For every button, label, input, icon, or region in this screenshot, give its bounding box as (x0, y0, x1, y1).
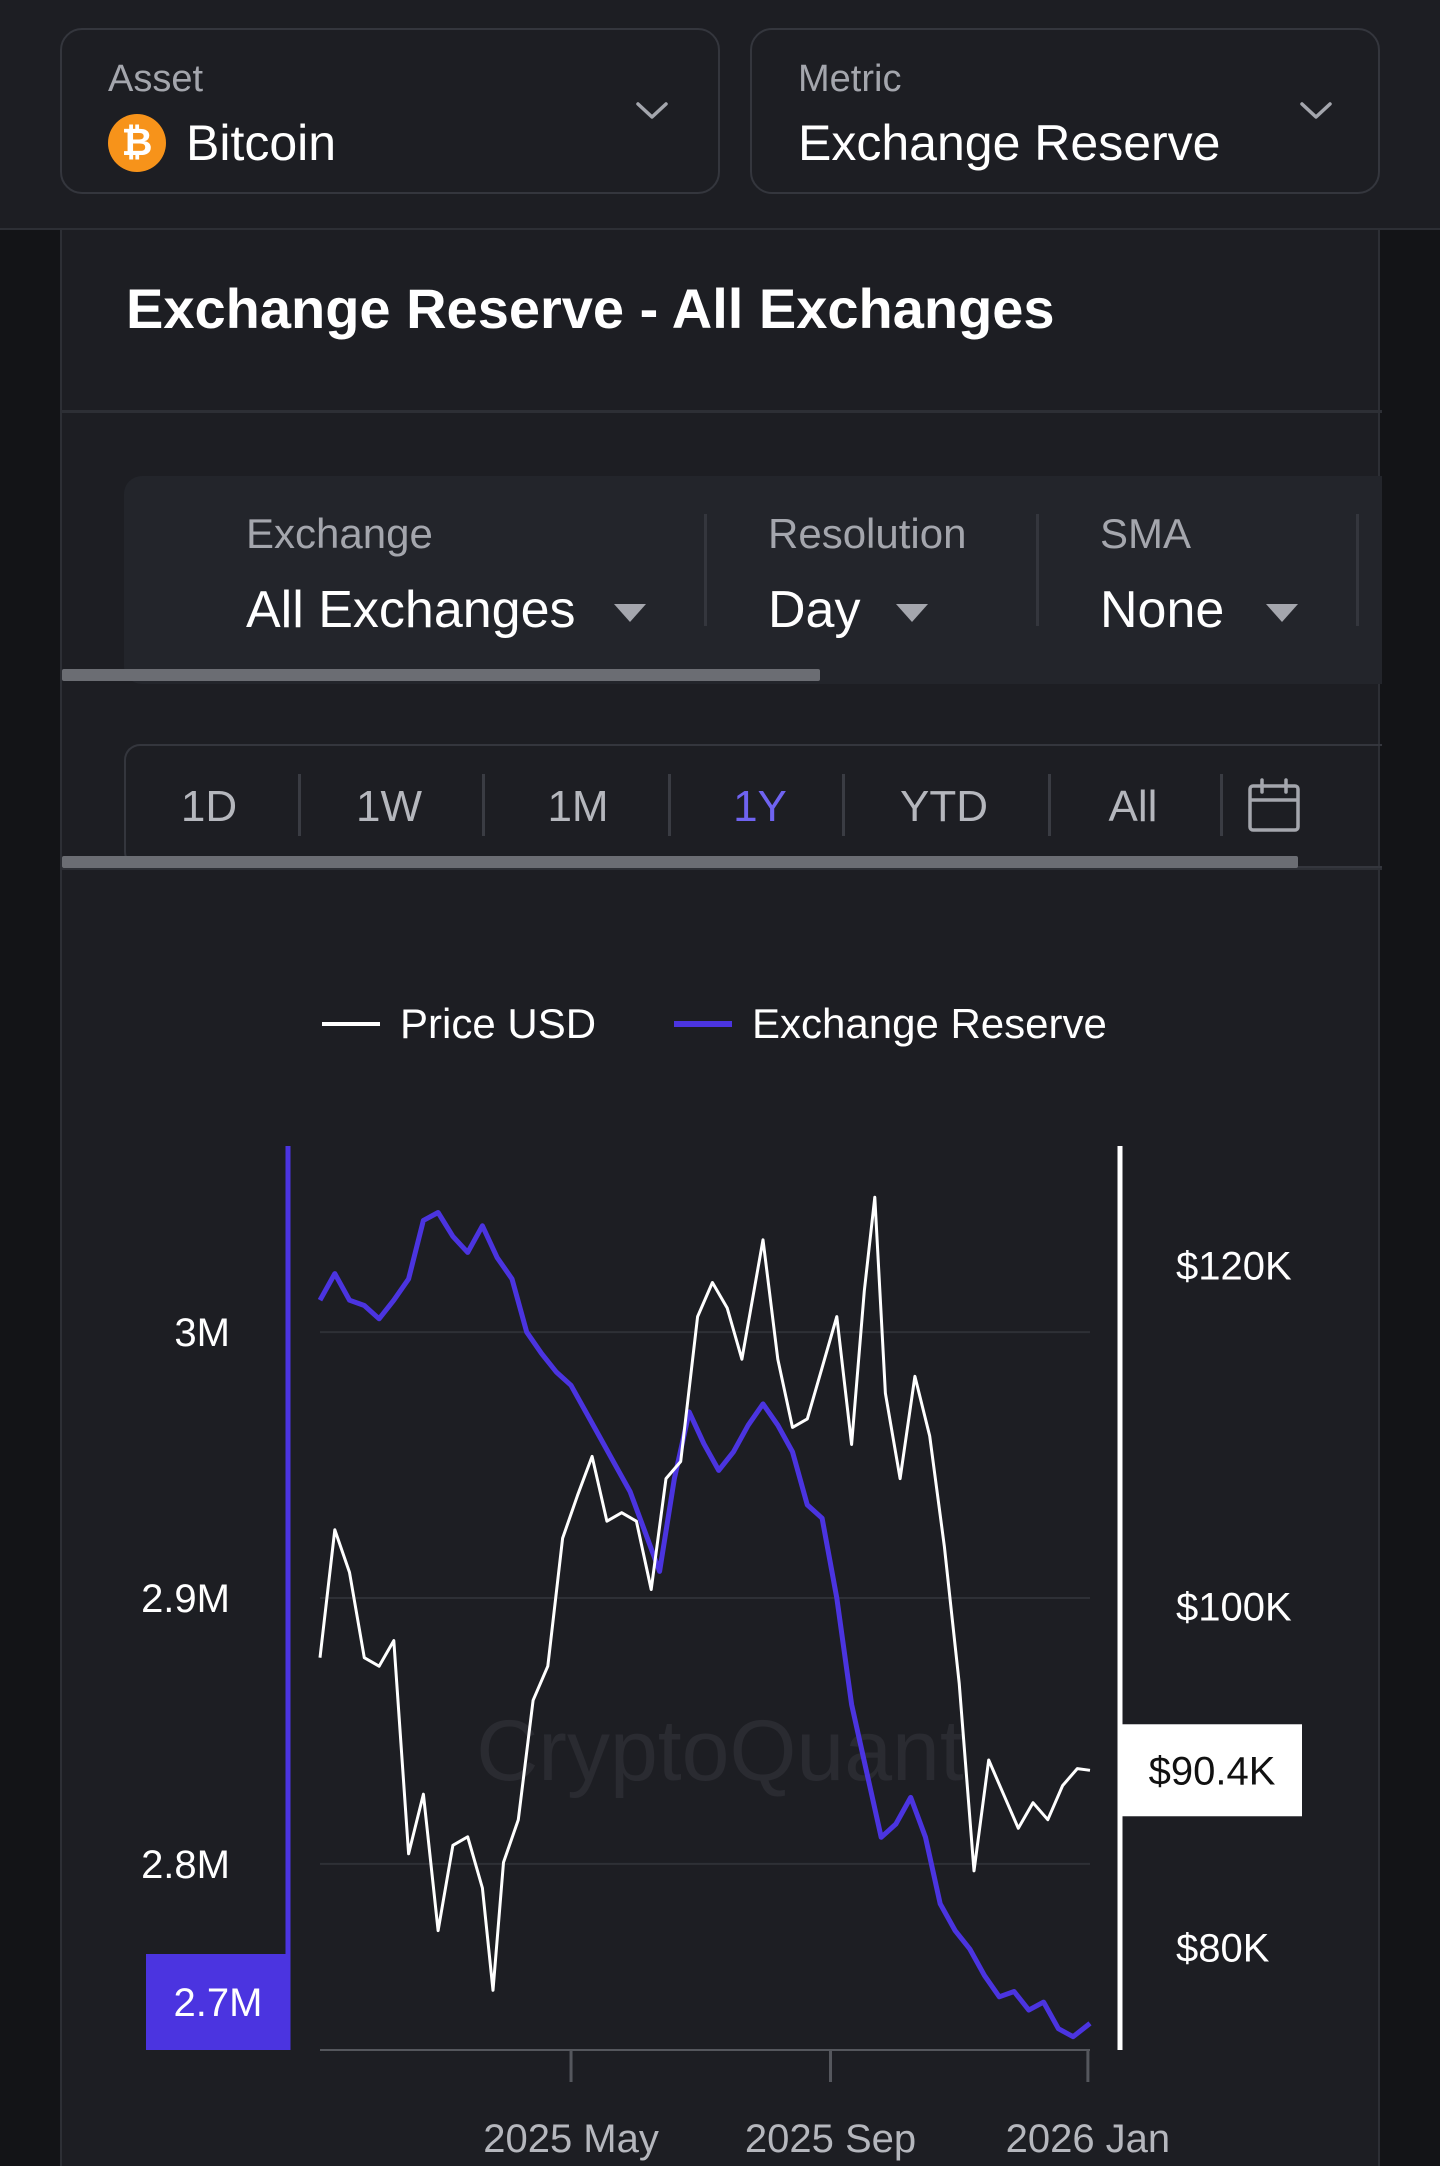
left-axis-tick-label: 3M (174, 1311, 230, 1355)
resolution-filter-value: Day (768, 581, 861, 639)
filter-separator (704, 514, 707, 626)
range-separator (1048, 774, 1051, 836)
caret-down-icon[interactable] (896, 604, 928, 622)
exchange-filter-value: All Exchanges (246, 581, 576, 639)
legend: Price USD Exchange Reserve (322, 1000, 1107, 1047)
top-bar: Asset ₿ Bitcoin Metric Exchange Reserve (0, 0, 1440, 230)
range-1y[interactable]: 1Y (733, 782, 787, 831)
range-separator (298, 774, 301, 836)
current-price-label: $90.4K (1149, 1749, 1276, 1793)
panel-title: Exchange Reserve - All Exchanges (126, 277, 1055, 340)
x-axis-tick-label: 2025 Sep (745, 2117, 916, 2161)
left-axis-tick-label: 2.9M (141, 1577, 230, 1621)
range-scrollbar[interactable] (62, 856, 1298, 868)
series-group (317, 1195, 1092, 2040)
range-separator (842, 774, 845, 836)
range-separator (1220, 774, 1223, 836)
right-gutter (1380, 228, 1440, 2166)
filter-separator (1356, 514, 1359, 626)
right-axis-tick-label: $120K (1176, 1244, 1292, 1288)
right-axis-tick-label: $100K (1176, 1586, 1292, 1630)
filter-bar: Exchange All Exchanges Resolution Day SM… (124, 476, 1382, 684)
axes-group: 3M 2.9M 2.8M $120K $100K $80K 2025 May 2025 Sep… (141, 1146, 1302, 2161)
asset-selector-label: Asset (108, 58, 204, 100)
sma-filter[interactable]: SMA None (1100, 476, 1340, 684)
left-axis-tick-label: 2.8M (141, 1843, 230, 1887)
current-price-tag (1122, 1724, 1302, 1817)
chevron-down-icon[interactable] (1292, 86, 1340, 134)
calendar-icon[interactable] (1244, 776, 1304, 836)
caret-down-icon[interactable] (614, 604, 646, 622)
chart-panel: Exchange Reserve - All Exchanges Exchang… (60, 228, 1382, 2166)
sma-filter-label: SMA (1100, 510, 1192, 557)
range-1m[interactable]: 1M (547, 782, 609, 831)
exchange-filter[interactable]: Exchange All Exchanges (246, 476, 666, 684)
filter-separator (1036, 514, 1039, 626)
range-ytd[interactable]: YTD (900, 782, 988, 831)
range-bottom-border (62, 868, 1382, 870)
range-separator (482, 774, 485, 836)
caret-down-icon[interactable] (1266, 604, 1298, 622)
range-1w[interactable]: 1W (356, 782, 422, 831)
right-axis-tick-label: $80K (1176, 1927, 1270, 1971)
metric-selector-label: Metric (798, 58, 902, 100)
panel-divider (62, 410, 1382, 413)
price-usd-line (318, 1195, 1091, 1992)
left-gutter (0, 228, 60, 2166)
range-1d[interactable]: 1D (180, 782, 238, 831)
exchange-filter-label: Exchange (246, 510, 433, 557)
filter-scrollbar[interactable] (62, 669, 820, 681)
legend-label-reserve: Exchange Reserve (752, 1000, 1107, 1047)
x-axis-tick-label: 2026 Jan (1006, 2117, 1171, 2161)
asset-selector[interactable]: Asset ₿ Bitcoin (60, 28, 720, 194)
chevron-down-icon[interactable] (628, 86, 676, 134)
resolution-filter-label: Resolution (768, 510, 967, 557)
sma-filter-value: None (1100, 581, 1225, 639)
range-separator (668, 774, 671, 836)
x-axis-tick-label: 2025 May (483, 2117, 659, 2161)
current-reserve-tag (146, 1954, 290, 2050)
metric-selector[interactable]: Metric Exchange Reserve (750, 28, 1380, 194)
watermark: CryptoQuant (476, 1703, 964, 1799)
exchange-reserve-line (317, 1210, 1092, 2040)
legend-label-price: Price USD (400, 1000, 596, 1047)
asset-selector-value: Bitcoin (186, 115, 337, 171)
current-reserve-label: 2.7M (174, 1981, 263, 2025)
bitcoin-icon: ₿ (108, 114, 166, 172)
range-all[interactable]: All (1108, 782, 1158, 831)
metric-selector-value: Exchange Reserve (798, 115, 1221, 171)
resolution-filter[interactable]: Resolution Day (768, 476, 1008, 684)
